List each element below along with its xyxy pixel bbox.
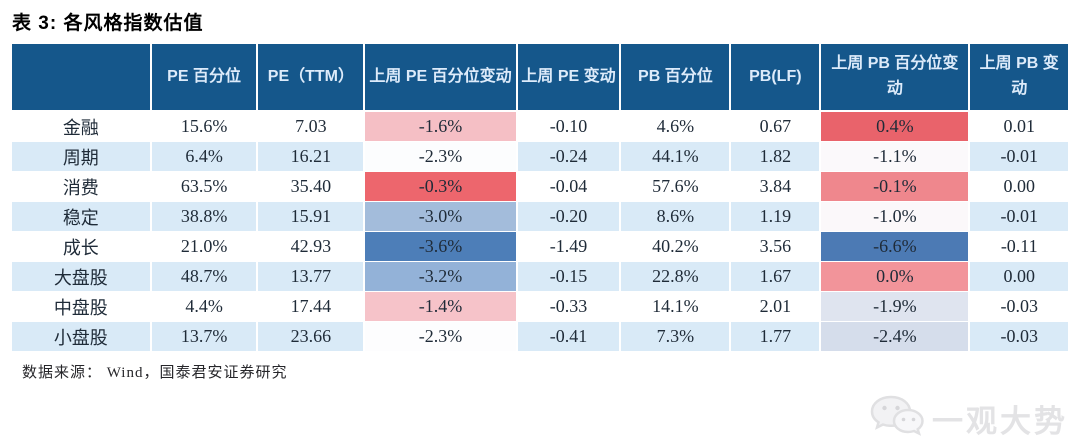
data-cell: 22.8% [619,261,732,292]
header-cell-blank [10,42,152,112]
style-index-valuation-table: PE 百分位 PE（TTM） 上周 PE 百分位变动 上周 PE 变动 PB 百… [10,42,1070,352]
data-cell: 63.5% [149,171,259,202]
header-cell-pb-percentile: PB 百分位 [619,42,732,112]
data-cell-heatmap: -1.6% [363,110,518,142]
header-cell-pe-ttm: PE（TTM） [256,42,366,112]
data-cell: 44.1% [619,141,732,172]
header-cell-pe-change: 上周 PE 变动 [515,42,622,112]
data-cell-heatmap: -1.0% [819,201,971,232]
data-cell-heatmap: -3.2% [363,261,518,292]
data-cell: -0.03 [968,321,1070,352]
header-cell-pb-lf: PB(LF) [729,42,822,112]
data-cell: 38.8% [149,201,259,232]
data-cell-heatmap: -2.3% [363,321,518,352]
data-cell: -0.01 [968,201,1070,232]
header-cell-pe-percentile: PE 百分位 [149,42,259,112]
header-cell-pb-percentile-change: 上周 PB 百分位变动 [819,42,971,112]
data-cell-heatmap: 0.0% [819,261,971,292]
data-cell: -0.01 [968,141,1070,172]
data-cell: 0.00 [968,171,1070,202]
data-cell: 14.1% [619,291,732,322]
header-cell-pb-change: 上周 PB 变动 [968,42,1070,112]
data-cell: -0.41 [515,321,622,352]
data-cell: -0.33 [515,291,622,322]
row-label-cell: 金融 [10,110,152,142]
row-label-cell: 成长 [10,231,152,262]
data-cell: 7.03 [256,110,366,142]
data-cell: 48.7% [149,261,259,292]
data-cell: 2.01 [729,291,822,322]
row-label-cell: 中盘股 [10,291,152,322]
row-label-cell: 大盘股 [10,261,152,292]
data-cell-heatmap: -1.9% [819,291,971,322]
data-cell: 23.66 [256,321,366,352]
watermark-text: 一观大势 [932,404,1068,437]
data-cell: 4.4% [149,291,259,322]
data-cell: 42.93 [256,231,366,262]
data-source-note: 数据来源： Wind，国泰君安证券研究 [22,365,288,381]
row-label-cell: 小盘股 [10,321,152,352]
data-cell-heatmap: -2.3% [363,141,518,172]
watermark: 一观大势 [870,394,1068,437]
table-row: 周期 6.4% 16.21 -2.3% -0.24 44.1% 1.82 -1.… [10,141,1070,172]
data-cell: 16.21 [256,141,366,172]
data-cell: 57.6% [619,171,732,202]
table-row: 金融 15.6% 7.03 -1.6% -0.10 4.6% 0.67 0.4%… [10,110,1070,142]
data-cell: 13.77 [256,261,366,292]
row-label-cell: 消费 [10,171,152,202]
data-cell: -0.10 [515,110,622,142]
row-label-cell: 周期 [10,141,152,172]
data-cell-heatmap: -0.3% [363,171,518,202]
data-cell-heatmap: -3.6% [363,231,518,262]
data-cell: 1.77 [729,321,822,352]
data-cell: -0.03 [968,291,1070,322]
data-cell-heatmap: 0.4% [819,110,971,142]
table-row: 稳定 38.8% 15.91 -3.0% -0.20 8.6% 1.19 -1.… [10,201,1070,232]
data-cell-heatmap: -2.4% [819,321,971,352]
data-cell: 0.67 [729,110,822,142]
data-cell: 0.01 [968,110,1070,142]
data-cell: 17.44 [256,291,366,322]
data-cell-heatmap: -6.6% [819,231,971,262]
data-cell: 1.67 [729,261,822,292]
table-header-row: PE 百分位 PE（TTM） 上周 PE 百分位变动 上周 PE 变动 PB 百… [10,42,1070,112]
data-cell: 21.0% [149,231,259,262]
data-cell: 6.4% [149,141,259,172]
page-title: 表 3: 各风格指数估值 [12,13,204,34]
report-figure-page: 表 3: 各风格指数估值 PE 百分位 PE（TTM） 上周 PE 百分位变动 … [0,8,1080,437]
header-cell-pe-percentile-change: 上周 PE 百分位变动 [363,42,518,112]
data-cell: -0.15 [515,261,622,292]
data-cell-heatmap: -1.4% [363,291,518,322]
table-row: 大盘股 48.7% 13.77 -3.2% -0.15 22.8% 1.67 0… [10,261,1070,292]
data-cell: 3.56 [729,231,822,262]
data-cell: -0.24 [515,141,622,172]
table-row: 小盘股 13.7% 23.66 -2.3% -0.41 7.3% 1.77 -2… [10,321,1070,352]
data-cell: 7.3% [619,321,732,352]
data-cell: -0.20 [515,201,622,232]
table-row: 中盘股 4.4% 17.44 -1.4% -0.33 14.1% 2.01 -1… [10,291,1070,322]
data-cell: 4.6% [619,110,732,142]
data-cell-heatmap: -1.1% [819,141,971,172]
data-cell: -1.49 [515,231,622,262]
data-cell: 13.7% [149,321,259,352]
table-row: 成长 21.0% 42.93 -3.6% -1.49 40.2% 3.56 -6… [10,231,1070,262]
data-cell: -0.11 [968,231,1070,262]
data-cell: 1.19 [729,201,822,232]
data-cell: 0.00 [968,261,1070,292]
row-label-cell: 稳定 [10,201,152,232]
data-cell: 8.6% [619,201,732,232]
data-cell: 3.84 [729,171,822,202]
data-cell-heatmap: -3.0% [363,201,518,232]
data-cell: 40.2% [619,231,732,262]
data-cell-heatmap: -0.1% [819,171,971,202]
data-cell: 1.82 [729,141,822,172]
wechat-logo-icon [870,394,924,437]
data-cell: 15.91 [256,201,366,232]
data-cell: -0.04 [515,171,622,202]
data-cell: 35.40 [256,171,366,202]
table-row: 消费 63.5% 35.40 -0.3% -0.04 57.6% 3.84 -0… [10,171,1070,202]
data-cell: 15.6% [149,110,259,142]
